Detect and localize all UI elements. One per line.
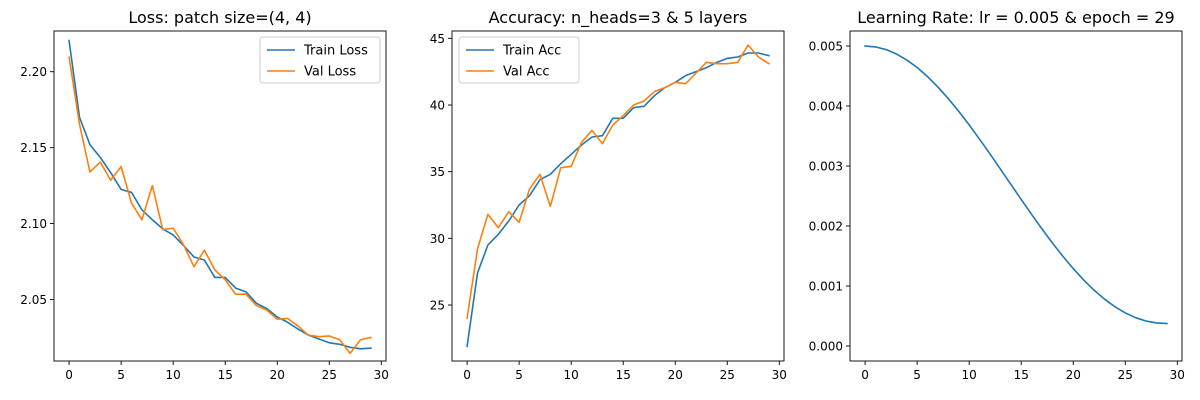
- x-tick-label: 30: [1170, 368, 1185, 382]
- legend-label-0: Train Loss: [303, 44, 368, 59]
- x-tick-label: 15: [218, 368, 233, 382]
- y-tick-label: 25: [430, 299, 445, 313]
- y-tick-label: 2.15: [20, 141, 47, 155]
- x-tick-label: 10: [564, 368, 579, 382]
- series-line-0: [466, 52, 770, 348]
- y-tick-label: 35: [430, 165, 445, 179]
- y-tick-label: 0.002: [809, 220, 843, 234]
- plot-frame: [849, 30, 1183, 362]
- series-line-1: [466, 44, 771, 320]
- x-tick-label: 5: [515, 368, 523, 382]
- x-tick-label: 20: [1066, 368, 1081, 382]
- legend-label-0: Train Acc: [502, 44, 561, 59]
- x-tick-label: 5: [117, 368, 125, 382]
- plot-frame: [451, 30, 785, 362]
- x-tick-label: 15: [616, 368, 631, 382]
- x-tick-label: 0: [463, 368, 471, 382]
- y-tick-label: 0.003: [809, 160, 843, 174]
- loss-panel: Loss: patch size=(4, 4) 0 5 10 15 20 25 30 2.05 2…: [20, 8, 389, 382]
- y-tick-label: 0.005: [809, 40, 843, 54]
- x-tick-label: 30: [772, 368, 787, 382]
- y-tick-label: 0.001: [809, 280, 843, 294]
- y-tick-label: 2.10: [20, 217, 47, 231]
- plot-frame: [53, 30, 387, 362]
- y-tick-label: 40: [430, 99, 445, 113]
- chart-title: Accuracy: n_heads=3 & 5 layers: [489, 8, 748, 28]
- chart-title: Learning Rate: lr = 0.005 & epoch = 29: [857, 8, 1174, 27]
- y-tick-label: 2.20: [20, 65, 47, 79]
- x-tick-label: 20: [270, 368, 285, 382]
- x-tick-label: 10: [962, 368, 977, 382]
- y-tick-label: 0.000: [809, 340, 843, 354]
- series-line-1: [68, 56, 372, 355]
- x-tick-label: 5: [913, 368, 921, 382]
- x-tick-label: 30: [374, 368, 389, 382]
- legend-label-1: Val Acc: [503, 65, 550, 80]
- x-tick-label: 20: [668, 368, 683, 382]
- y-tick-label: 45: [430, 32, 445, 46]
- accuracy-panel: Accuracy: n_heads=3 & 5 layers 0 5 10 15 20 25…: [430, 8, 787, 382]
- y-tick-label: 2.05: [20, 293, 47, 307]
- series-line-0: [864, 45, 1168, 325]
- x-tick-label: 10: [166, 368, 181, 382]
- learning-rate-panel: Learning Rate: lr = 0.005 & epoch = 29 0 5…: [809, 8, 1185, 382]
- x-tick-label: 25: [720, 368, 735, 382]
- x-tick-label: 0: [861, 368, 869, 382]
- legend-label-1: Val Loss: [304, 65, 356, 80]
- y-tick-label: 0.004: [809, 100, 843, 114]
- x-tick-label: 15: [1014, 368, 1029, 382]
- series-line-0: [68, 39, 372, 350]
- x-tick-label: 0: [65, 368, 73, 382]
- x-tick-label: 25: [322, 368, 337, 382]
- chart-title: Loss: patch size=(4, 4): [128, 8, 311, 27]
- y-tick-label: 30: [430, 232, 445, 246]
- x-tick-label: 25: [1118, 368, 1133, 382]
